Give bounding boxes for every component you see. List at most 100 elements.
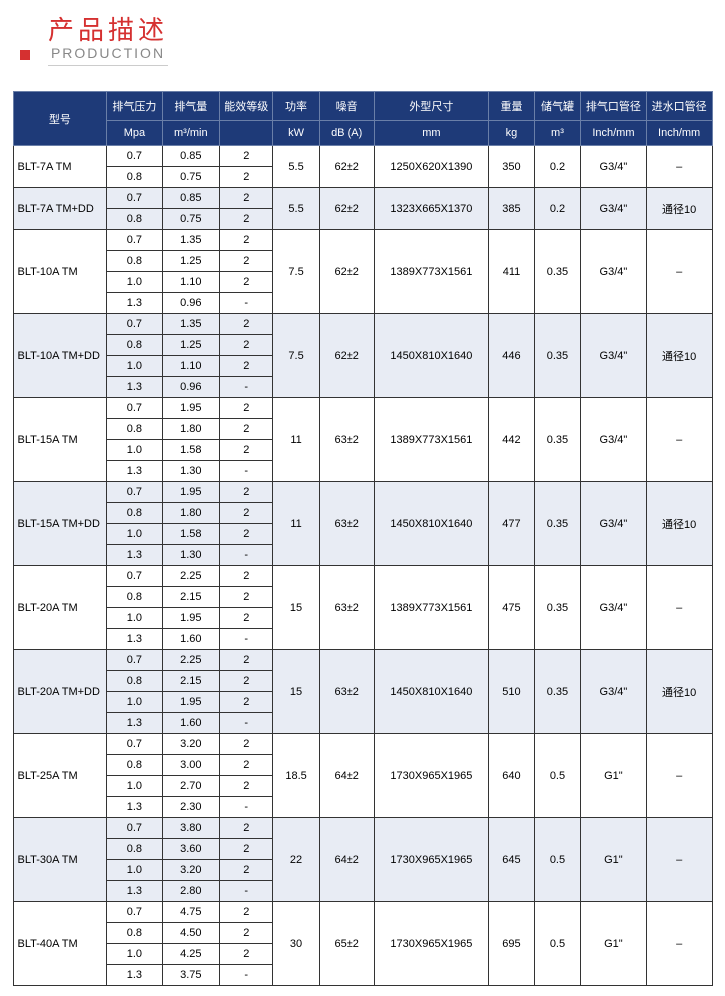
cell-flow: 2.30 bbox=[162, 797, 220, 818]
th-noise: 噪音 bbox=[319, 92, 374, 121]
cell-press: 0.7 bbox=[107, 398, 162, 419]
cell-eff: 2 bbox=[220, 398, 273, 419]
cell-in: 通径10 bbox=[646, 314, 712, 398]
section-header: 产品描述 PRODUCTION bbox=[20, 10, 715, 66]
cell-eff: 2 bbox=[220, 251, 273, 272]
cell-flow: 2.70 bbox=[162, 776, 220, 797]
cell-eff: 2 bbox=[220, 839, 273, 860]
cell-noise: 62±2 bbox=[319, 314, 374, 398]
cell-in: – bbox=[646, 734, 712, 818]
cell-press: 0.7 bbox=[107, 482, 162, 503]
cell-press: 1.0 bbox=[107, 440, 162, 461]
cell-eff: 2 bbox=[220, 566, 273, 587]
cell-eff: - bbox=[220, 797, 273, 818]
cell-flow: 1.80 bbox=[162, 419, 220, 440]
cell-tank: 0.5 bbox=[534, 818, 580, 902]
cell-model: BLT-10A TM bbox=[13, 230, 107, 314]
cell-in: 通径10 bbox=[646, 482, 712, 566]
cell-eff: - bbox=[220, 713, 273, 734]
cell-flow: 2.80 bbox=[162, 881, 220, 902]
cell-eff: 2 bbox=[220, 209, 273, 230]
cell-press: 1.0 bbox=[107, 692, 162, 713]
cell-out: G3/4" bbox=[581, 314, 647, 398]
cell-model: BLT-25A TM bbox=[13, 734, 107, 818]
table-row: BLT-7A TM0.70.8525.562±21250X620X1390350… bbox=[13, 146, 712, 167]
table-header: 型号 排气压力 排气量 能效等级 功率 噪音 外型尺寸 重量 储气罐 排气口管径… bbox=[13, 92, 712, 146]
cell-in: 通径10 bbox=[646, 188, 712, 230]
table-row: BLT-25A TM0.73.20218.564±21730X965X19656… bbox=[13, 734, 712, 755]
cell-eff: 2 bbox=[220, 944, 273, 965]
cell-in: – bbox=[646, 398, 712, 482]
spec-table: 型号 排气压力 排气量 能效等级 功率 噪音 外型尺寸 重量 储气罐 排气口管径… bbox=[13, 91, 713, 986]
cell-press: 1.3 bbox=[107, 377, 162, 398]
cell-eff: 2 bbox=[220, 188, 273, 209]
table-row: BLT-40A TM0.74.7523065±21730X965X1965695… bbox=[13, 902, 712, 923]
cell-eff: 2 bbox=[220, 755, 273, 776]
cell-out: G3/4" bbox=[581, 230, 647, 314]
cell-flow: 0.96 bbox=[162, 377, 220, 398]
cell-flow: 2.25 bbox=[162, 566, 220, 587]
cell-press: 0.8 bbox=[107, 671, 162, 692]
cell-pow: 7.5 bbox=[273, 314, 319, 398]
cell-pow: 15 bbox=[273, 650, 319, 734]
cell-flow: 3.00 bbox=[162, 755, 220, 776]
cell-press: 1.3 bbox=[107, 629, 162, 650]
cell-press: 1.3 bbox=[107, 713, 162, 734]
cell-dim: 1450X810X1640 bbox=[374, 314, 489, 398]
cell-flow: 1.10 bbox=[162, 272, 220, 293]
cell-wt: 510 bbox=[489, 650, 535, 734]
cell-press: 0.8 bbox=[107, 419, 162, 440]
cell-eff: 2 bbox=[220, 356, 273, 377]
cell-out: G3/4" bbox=[581, 188, 647, 230]
cell-eff: - bbox=[220, 461, 273, 482]
cell-eff: 2 bbox=[220, 503, 273, 524]
page-title: 产品描述 bbox=[48, 10, 168, 47]
cell-eff: 2 bbox=[220, 314, 273, 335]
cell-pow: 30 bbox=[273, 902, 319, 986]
table-body: BLT-7A TM0.70.8525.562±21250X620X1390350… bbox=[13, 146, 712, 986]
table-row: BLT-15A TM+DD0.71.9521163±21450X810X1640… bbox=[13, 482, 712, 503]
cell-eff: - bbox=[220, 377, 273, 398]
th-in-unit: Inch/mm bbox=[646, 121, 712, 146]
cell-eff: 2 bbox=[220, 671, 273, 692]
th-pow: 功率 bbox=[273, 92, 319, 121]
table-row: BLT-15A TM0.71.9521163±21389X773X1561442… bbox=[13, 398, 712, 419]
cell-press: 0.7 bbox=[107, 230, 162, 251]
cell-wt: 645 bbox=[489, 818, 535, 902]
th-dim-unit: mm bbox=[374, 121, 489, 146]
cell-model: BLT-7A TM+DD bbox=[13, 188, 107, 230]
th-pow-unit: kW bbox=[273, 121, 319, 146]
cell-press: 1.0 bbox=[107, 356, 162, 377]
cell-flow: 2.25 bbox=[162, 650, 220, 671]
table-row: BLT-7A TM+DD0.70.8525.562±21323X665X1370… bbox=[13, 188, 712, 209]
cell-press: 0.8 bbox=[107, 251, 162, 272]
cell-out: G3/4" bbox=[581, 650, 647, 734]
cell-dim: 1250X620X1390 bbox=[374, 146, 489, 188]
cell-eff: - bbox=[220, 293, 273, 314]
cell-flow: 1.80 bbox=[162, 503, 220, 524]
th-in: 进水口管径 bbox=[646, 92, 712, 121]
cell-flow: 0.75 bbox=[162, 209, 220, 230]
cell-tank: 0.35 bbox=[534, 314, 580, 398]
cell-flow: 1.95 bbox=[162, 692, 220, 713]
cell-noise: 64±2 bbox=[319, 818, 374, 902]
cell-flow: 3.60 bbox=[162, 839, 220, 860]
page-subtitle: PRODUCTION bbox=[48, 45, 168, 61]
cell-dim: 1389X773X1561 bbox=[374, 566, 489, 650]
cell-flow: 1.35 bbox=[162, 230, 220, 251]
cell-press: 1.0 bbox=[107, 776, 162, 797]
cell-flow: 1.95 bbox=[162, 398, 220, 419]
cell-wt: 446 bbox=[489, 314, 535, 398]
cell-out: G1" bbox=[581, 902, 647, 986]
cell-in: – bbox=[646, 818, 712, 902]
cell-model: BLT-7A TM bbox=[13, 146, 107, 188]
cell-press: 0.8 bbox=[107, 923, 162, 944]
cell-pow: 11 bbox=[273, 398, 319, 482]
cell-press: 0.7 bbox=[107, 146, 162, 167]
cell-tank: 0.2 bbox=[534, 146, 580, 188]
cell-flow: 4.25 bbox=[162, 944, 220, 965]
cell-flow: 1.30 bbox=[162, 461, 220, 482]
cell-press: 0.7 bbox=[107, 818, 162, 839]
cell-eff: 2 bbox=[220, 419, 273, 440]
cell-press: 1.0 bbox=[107, 860, 162, 881]
